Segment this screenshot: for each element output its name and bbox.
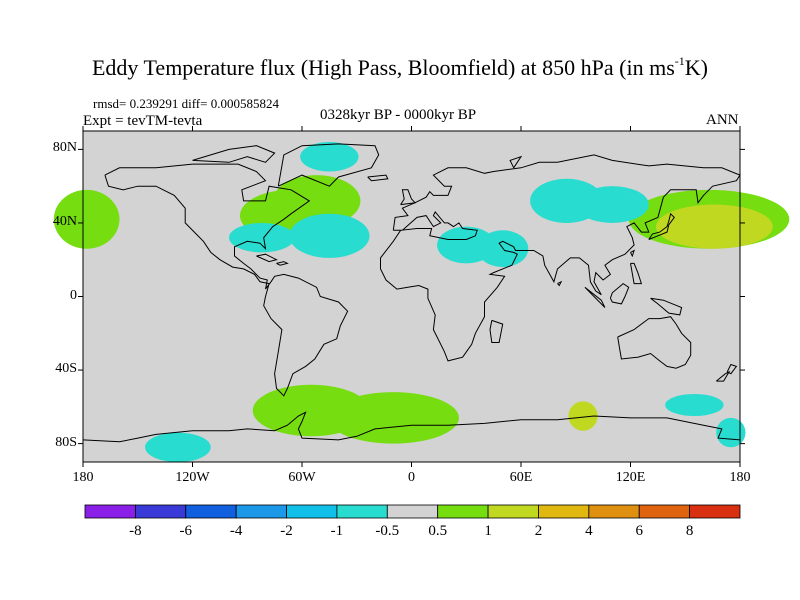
colorbar-label: -8 (129, 523, 142, 539)
colorbar-swatch (286, 504, 338, 519)
experiment-label: Expt = tevTM-tevta (83, 113, 203, 129)
y-tick-label: 40N (52, 213, 77, 229)
colorbar-swatch (487, 504, 539, 519)
colorbar-swatch (336, 504, 388, 519)
y-tick-label: 0 (70, 287, 77, 303)
colorbar-swatch (84, 504, 136, 519)
colorbar-label: -6 (179, 523, 193, 539)
colorbar-swatch (638, 504, 691, 519)
coastline (400, 189, 417, 206)
anomaly-region (656, 204, 773, 249)
colorbar-label: 6 (635, 523, 643, 539)
colorbar-swatch (689, 504, 741, 519)
coastline (648, 212, 675, 240)
coastline (650, 297, 683, 316)
anomaly-region (300, 142, 359, 172)
x-tick-label: 120E (615, 470, 646, 485)
period-label: 0328kyr BP - 0000kyr BP (320, 107, 477, 123)
colorbar-swatch (437, 504, 489, 519)
colorbar-swatch (235, 504, 287, 519)
coastline (609, 282, 630, 305)
coastline (192, 145, 276, 163)
y-tick-label: 40S (55, 361, 77, 377)
colorbar-label: 1 (484, 523, 492, 539)
colorbar-label: -2 (280, 523, 293, 539)
coastline (715, 370, 731, 382)
coastline (557, 280, 563, 287)
anomaly-region (272, 175, 361, 227)
coastline (617, 316, 692, 369)
x-tick-label: 180 (72, 470, 94, 485)
colorbar-label: 2 (534, 523, 543, 539)
colorbar-swatch (134, 504, 187, 519)
colorbar-swatch (185, 504, 237, 519)
coastline (256, 253, 278, 263)
y-tick-label: 80N (52, 140, 77, 156)
anomaly-region (568, 401, 598, 431)
coastline (277, 143, 380, 187)
anomaly-region (229, 222, 295, 253)
x-tick-label: 0 (408, 470, 415, 485)
x-tick-label: 60E (509, 470, 533, 485)
coastline (726, 363, 738, 375)
colorbar-swatch (386, 504, 439, 519)
x-tick-label: 60W (288, 470, 316, 485)
x-tick-label: 120W (175, 470, 210, 485)
coastline (367, 174, 389, 182)
coastline (104, 163, 349, 397)
coastline (276, 261, 289, 266)
coastline (82, 411, 741, 443)
colorbar-swatch (588, 504, 640, 519)
colorbar-label: -4 (229, 523, 243, 539)
anomaly-region (53, 189, 120, 249)
colorbar-label: -0.5 (375, 523, 400, 539)
colorbar-label: -1 (330, 523, 344, 539)
colorbar-label: 8 (685, 523, 694, 539)
stats-subtitle: rmsd= 0.239291 diff= 0.000585824 (93, 96, 279, 111)
coastline (489, 319, 504, 343)
coastline (630, 262, 643, 285)
colorbar-swatch (538, 504, 590, 519)
anomaly-region (145, 432, 211, 462)
colorbar-label: 4 (585, 523, 593, 539)
anomaly-region (530, 178, 604, 223)
x-tick-label: 180 (729, 470, 751, 485)
y-tick-label: 80S (55, 434, 77, 450)
coastline (509, 155, 523, 169)
anomaly-region (327, 392, 459, 444)
colorbar-label: 0.5 (428, 523, 448, 539)
chart-title: Eddy Temperature flux (High Pass, Bloomf… (91, 54, 708, 80)
anomaly-region (665, 393, 724, 417)
anomaly-region (289, 213, 370, 258)
coastline (380, 154, 741, 362)
coastline (584, 286, 606, 308)
coastline (630, 249, 635, 258)
season-label: ANN (706, 112, 739, 128)
